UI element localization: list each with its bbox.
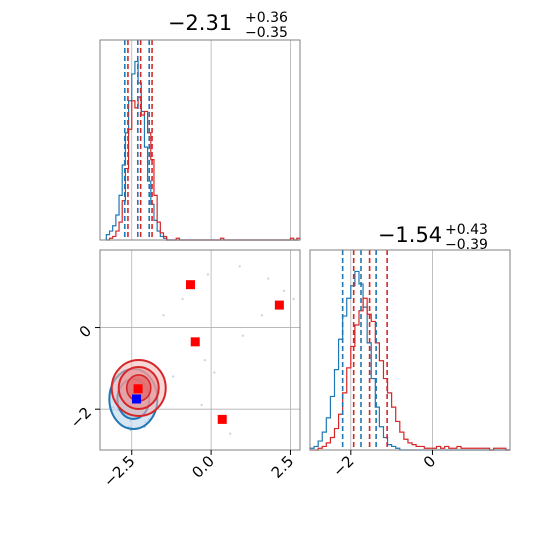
tl-red-histogram (106, 96, 301, 241)
panel-top-left: −2.31 +0.36 −0.35 (99, 10, 301, 241)
br-x-tick-label: 0 (420, 452, 439, 471)
tl-histograms (105, 60, 301, 241)
bl-outlier-points (162, 265, 295, 435)
bl-sample-point (171, 375, 175, 378)
tl-title-value: −2.31 (168, 11, 232, 35)
tl-frame (99, 39, 301, 241)
panel-bottom-left: −2.5 0.0 2.5 0 −2 (67, 249, 301, 491)
bl-sample-point (241, 334, 245, 337)
br-blue-histogram (309, 270, 510, 451)
br-gridlines (350, 250, 433, 450)
bl-y-tick-label: −2 (67, 404, 95, 432)
bl-sample-point (238, 265, 241, 268)
br-histograms (309, 270, 510, 451)
bl-sample-point (267, 277, 270, 280)
bl-x-tick-label: −2.5 (100, 452, 138, 490)
br-red-histogram (310, 297, 510, 451)
br-x-tick-label: −2 (329, 452, 357, 480)
bl-sample-point (282, 289, 286, 293)
panel-bottom-right: −2 0 −1.54 +0.43 −0.39 (309, 222, 511, 480)
bl-sample-point (162, 314, 165, 317)
bl-sample-point (181, 297, 184, 301)
bl-markers (132, 280, 284, 424)
tl-title: −2.31 (168, 11, 232, 35)
tl-gridlines (131, 40, 291, 240)
bl-sample-point (203, 359, 206, 362)
bl-y-ticks: 0 −2 (67, 322, 100, 432)
tl-title-plus: +0.36 (245, 10, 288, 26)
br-frame (309, 249, 511, 451)
br-x-ticks: −2 0 (329, 450, 439, 480)
br-title-value: −1.54 (378, 223, 442, 247)
bl-sample-point (292, 297, 295, 301)
bl-red-marker (190, 337, 200, 347)
br-title-minus: −0.39 (445, 237, 488, 253)
tl-title-minus: −0.35 (245, 25, 288, 41)
br-title-plus: +0.43 (445, 222, 488, 238)
tl-quantile-lines (123, 40, 153, 240)
bl-red-marker (133, 384, 143, 394)
bl-blue-marker (132, 394, 142, 404)
bl-sample-point (206, 273, 210, 276)
bl-y-tick-label: 0 (76, 322, 95, 341)
bl-red-marker (185, 280, 195, 290)
bl-frame (99, 249, 301, 451)
bl-x-ticks: −2.5 0.0 2.5 (100, 450, 297, 491)
bl-sample-point (200, 403, 203, 407)
br-quantile-lines (341, 250, 388, 450)
bl-sample-point (213, 371, 216, 374)
bl-sample-point (228, 432, 232, 435)
bl-sample-point (260, 314, 264, 317)
bl-red-marker (274, 300, 284, 310)
tl-blue-histogram (105, 60, 300, 241)
br-title: −1.54 (378, 223, 442, 247)
bl-red-marker (217, 414, 227, 424)
bl-x-tick-label: 0.0 (188, 452, 218, 482)
bl-x-tick-label: 2.5 (268, 452, 298, 482)
